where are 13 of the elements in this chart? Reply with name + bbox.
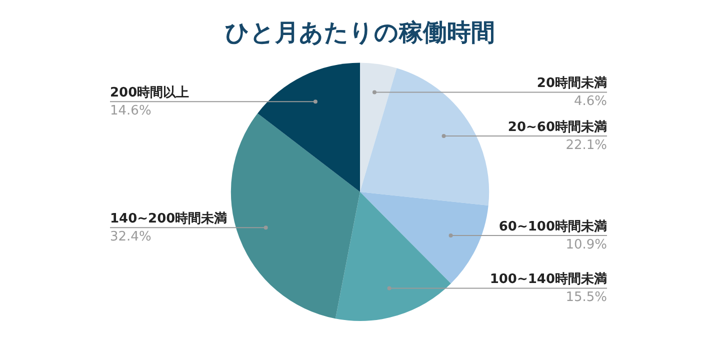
data-label: 10.9% xyxy=(566,237,607,252)
slice-label: 100~140時間未満 xyxy=(490,272,607,288)
slice-label: 140~200時間未満 xyxy=(110,211,228,226)
data-label: 4.6% xyxy=(574,94,607,110)
slice-label: 200時間以上 xyxy=(110,85,190,100)
slice-label: 20~60時間未満 xyxy=(508,120,607,135)
data-label: 15.5% xyxy=(566,290,607,306)
chart-title: ひと月あたりの稼働時間 xyxy=(225,18,495,47)
slice-label: 20時間未満 xyxy=(536,76,607,92)
data-label: 14.6% xyxy=(110,103,152,118)
data-label: 32.4% xyxy=(110,229,152,244)
slice-label: 60~100時間未満 xyxy=(498,219,607,234)
data-label: 22.1% xyxy=(566,138,607,153)
